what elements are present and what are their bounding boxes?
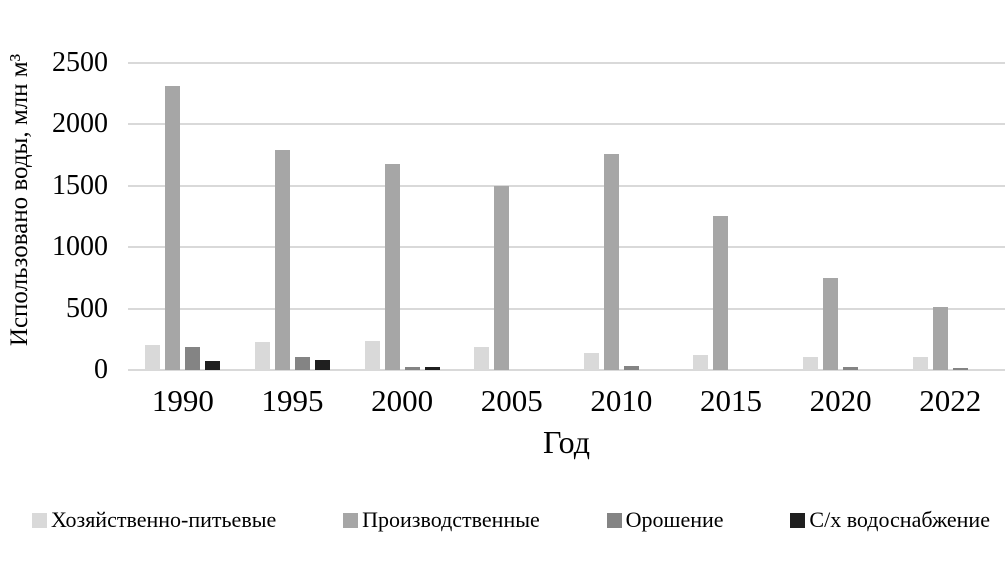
bar-group-1990: [128, 63, 238, 370]
legend-swatch: [32, 512, 47, 528]
y-tick-label: 2000: [52, 108, 108, 140]
bar: [274, 150, 290, 370]
bar: [583, 352, 599, 370]
bar-group-2020: [786, 63, 896, 370]
bar-groups: [128, 63, 1005, 370]
x-tick-label: 2000: [371, 383, 434, 418]
gridline: [128, 123, 1005, 126]
legend-item: Орошение: [606, 506, 724, 534]
bar-group-2015: [676, 63, 786, 370]
bar: [932, 306, 948, 370]
legend-swatch: [343, 512, 359, 528]
bar: [364, 341, 380, 370]
bar-group-2000: [347, 63, 457, 370]
y-tick-label: 2500: [52, 47, 108, 78]
gridline: [128, 369, 1005, 371]
bar: [912, 357, 928, 370]
legend-label: Производственные: [362, 507, 540, 532]
bar: [145, 344, 161, 370]
legend-item: Производственные: [343, 506, 540, 534]
gridline: [128, 246, 1005, 249]
bar: [384, 163, 400, 370]
bar: [803, 357, 819, 370]
bar: [165, 86, 181, 370]
y-tick-label: 0: [94, 354, 108, 385]
gridline: [128, 62, 1005, 64]
bar: [603, 153, 619, 370]
legend-label: Хозяйственно-питьевые: [51, 507, 277, 532]
bar-group-2005: [457, 63, 567, 370]
bar: [314, 360, 330, 370]
legend-label: Орошение: [625, 507, 724, 532]
bar-group-2022: [895, 63, 1005, 370]
bar: [623, 366, 639, 370]
bar: [713, 215, 729, 370]
bar: [843, 366, 859, 370]
y-tick-label: 500: [66, 292, 108, 324]
y-axis-tick-labels: 0 500 1000 1500 2000 2500: [30, 49, 118, 384]
legend-label: С/х водоснабжение: [809, 507, 990, 532]
bar-group-1995: [238, 63, 348, 370]
x-axis-title: Год: [542, 424, 591, 460]
x-tick-label: 2005: [480, 383, 543, 418]
legend-item: С/х водоснабжение: [790, 506, 990, 534]
bar: [185, 347, 201, 370]
bar: [205, 361, 221, 370]
bar: [494, 185, 510, 370]
bar: [424, 366, 440, 370]
bar: [294, 357, 310, 370]
bar: [404, 366, 420, 370]
x-axis-tick-labels: 1990 1995 2000 2005 2010 2015 2020 2022: [128, 384, 1005, 418]
x-tick-label: 2022: [919, 383, 982, 418]
bar: [474, 346, 490, 370]
x-tick-label: 2015: [699, 383, 762, 418]
bar-group-2010: [567, 63, 677, 370]
gridline: [128, 184, 1005, 187]
gridline: [128, 307, 1005, 310]
legend-swatch: [606, 512, 622, 528]
bar: [693, 355, 709, 370]
x-tick-label: 1995: [261, 383, 324, 418]
bar: [254, 341, 270, 370]
y-tick-label: 1000: [52, 231, 108, 263]
legend-item: Хозяйственно-питьевые: [32, 506, 276, 534]
y-tick-label: 1500: [52, 169, 108, 201]
plot-area: [128, 62, 1005, 371]
bar: [823, 277, 839, 370]
x-tick-label: 2020: [809, 383, 872, 418]
bar: [952, 367, 968, 370]
x-tick-label: 1990: [151, 383, 214, 418]
legend: Хозяйственно-питьевые Производственные Оро…: [32, 506, 990, 534]
x-tick-label: 2010: [590, 383, 653, 418]
legend-swatch: [790, 512, 806, 528]
